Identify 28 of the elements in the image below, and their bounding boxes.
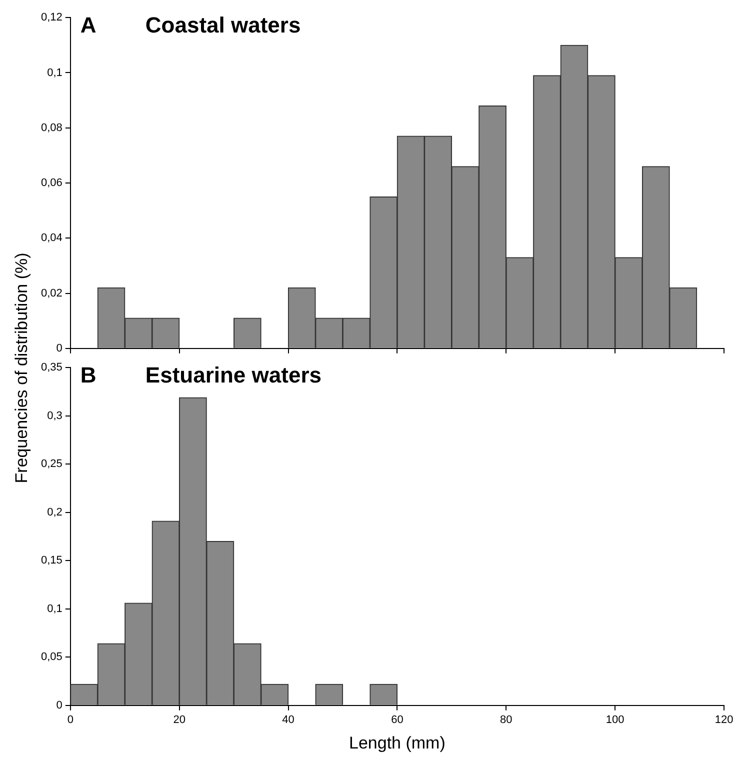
x-tick-label: 60 (391, 714, 404, 726)
y-tick-label: 0,3 (47, 410, 62, 422)
y-tick-label: 0 (56, 699, 62, 712)
y-tick-label: 0,06 (40, 177, 62, 190)
y-tick-label: 0,08 (40, 122, 62, 134)
chart-title: Coastal waters (145, 12, 301, 38)
x-axis-title: Length (mm) (349, 733, 446, 752)
x-tick-label: 100 (606, 714, 624, 726)
y-tick-label: 0,15 (40, 554, 62, 567)
annotation: A (80, 12, 96, 38)
y-tick-label: 0,04 (40, 232, 62, 244)
y-tick-label: 0,25 (40, 458, 62, 470)
y-tick-label: 0,02 (40, 287, 62, 300)
y-tick-label: 0,1 (47, 602, 62, 615)
x-tick-label: 0 (67, 714, 74, 726)
y-tick-label: 0,05 (40, 651, 62, 664)
y-tick-label: 0 (56, 342, 62, 354)
x-tick-label: 40 (282, 714, 294, 726)
y-axis-title: Frequencies of distribution (%) (12, 252, 32, 484)
chart-title: Estuarine waters (145, 362, 322, 388)
y-tick-label: 0,2 (47, 506, 62, 518)
y-tick-label: 0,12 (40, 12, 62, 24)
x-tick-label: 80 (500, 714, 512, 726)
x-tick-label: 120 (714, 714, 734, 726)
x-tick-label: 20 (173, 714, 186, 726)
annotation: B (80, 362, 96, 388)
y-tick-label: 0,35 (40, 362, 62, 374)
y-tick-label: 0,1 (47, 66, 62, 79)
